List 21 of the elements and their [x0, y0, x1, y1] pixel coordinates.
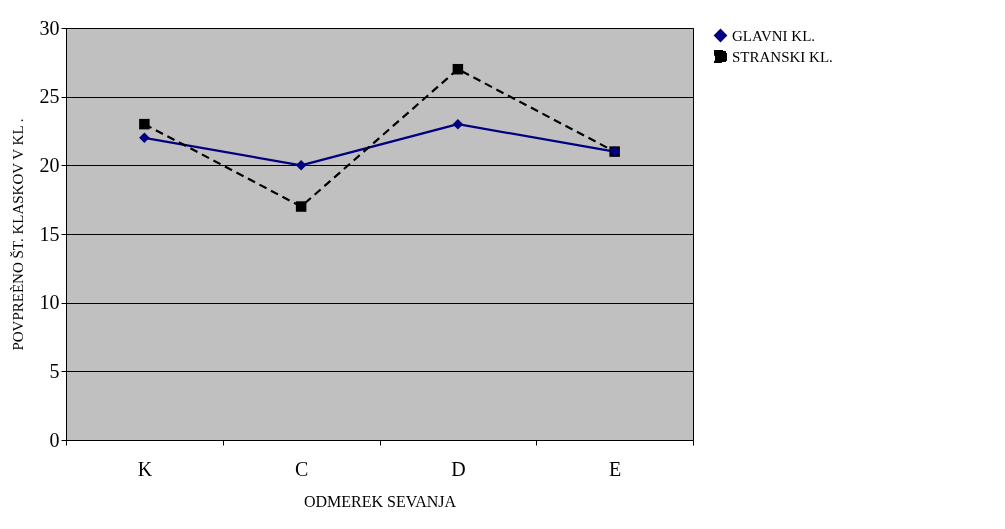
- point: [295, 160, 307, 171]
- y-tick-label: 25: [39, 85, 60, 108]
- x-tick-label: K: [137, 457, 153, 480]
- x-axis-title: ODMEREK SEVANJA: [303, 492, 457, 510]
- point: [139, 118, 150, 130]
- point: [452, 118, 464, 130]
- point: [295, 201, 307, 212]
- legend-label: STRANSKI KL.: [732, 48, 833, 65]
- y-tick-label: 30: [39, 16, 60, 39]
- x-tick-label: D: [451, 457, 466, 480]
- point: [139, 132, 150, 144]
- point: [452, 63, 464, 75]
- x-tick-label: E: [609, 457, 622, 480]
- y-tick-label: 5: [49, 359, 60, 382]
- y-tick-label: 10: [39, 291, 60, 314]
- y-tick-label: 0: [49, 428, 60, 451]
- y-tick-label: 15: [39, 222, 60, 245]
- y-tick-label: 20: [39, 153, 60, 176]
- legend-label: GLAVNI KL.: [732, 27, 816, 44]
- y-axis-title: POVPREÈNO ŠT. KLASKOV V KL .: [9, 118, 26, 351]
- x-tick-label: C: [294, 457, 309, 480]
